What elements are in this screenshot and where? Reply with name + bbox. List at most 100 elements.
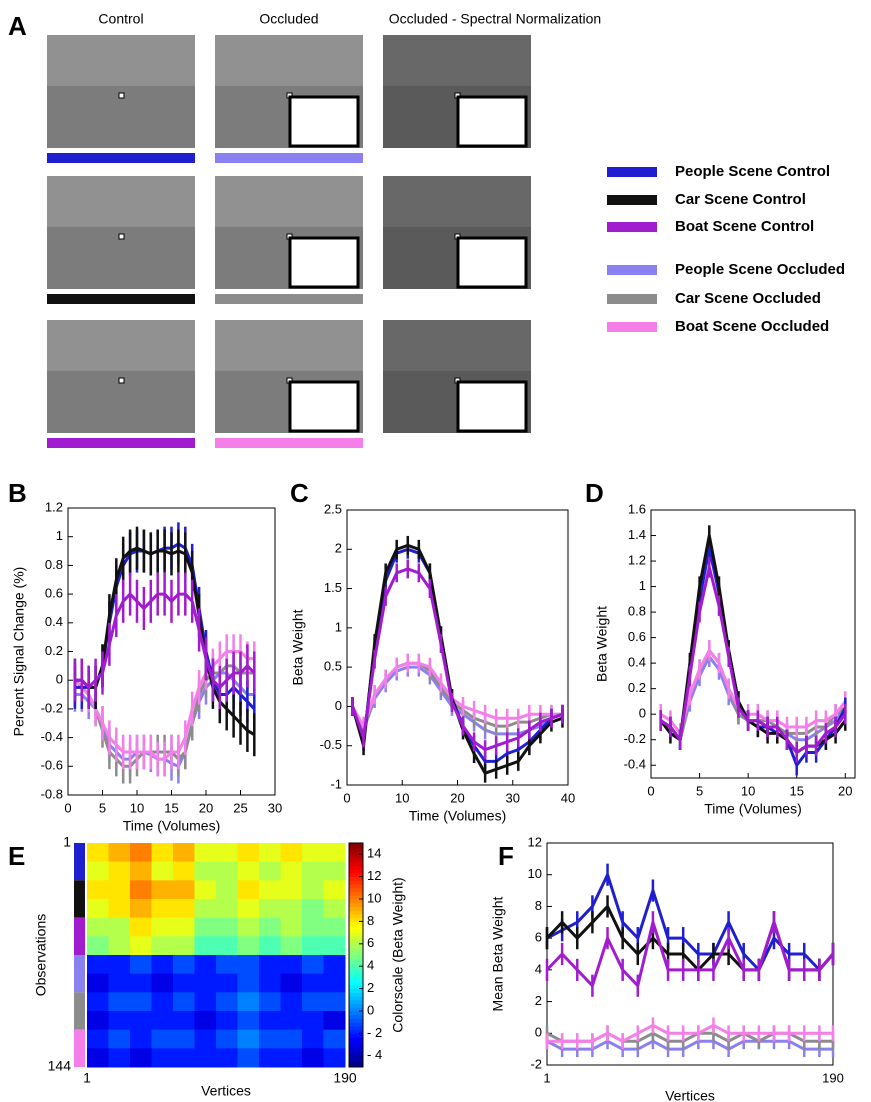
y-axis-label: Observations <box>33 914 49 996</box>
heat-cell <box>302 1011 324 1031</box>
heat-cell <box>323 861 346 881</box>
y-tick-label: 0.4 <box>45 614 63 629</box>
y-tick-label: 0.6 <box>45 586 63 601</box>
heat-cell <box>237 880 260 900</box>
heat-cell <box>151 936 174 956</box>
y-tick-label: 10 <box>528 866 542 881</box>
legend-swatch <box>607 195 657 205</box>
series-line <box>546 1039 833 1051</box>
colorbar-strip <box>349 969 363 975</box>
heat-cell <box>130 917 152 937</box>
heat-cell <box>216 992 238 1012</box>
legend-label: People Scene Control <box>675 163 830 180</box>
legend-label: People Scene Occluded <box>675 261 845 278</box>
x-tick-label: 5 <box>696 783 703 798</box>
y-tick-label: -0.8 <box>41 786 63 801</box>
y-tick-label: 8 <box>535 898 542 913</box>
heat-cell <box>259 936 281 956</box>
heat-cell <box>173 1011 195 1031</box>
heat-cell <box>259 880 281 900</box>
panel-letter: C <box>290 478 309 508</box>
y-tick-label: -0.4 <box>624 757 646 772</box>
x-axis-label: Time (Volumes) <box>123 818 221 834</box>
heat-cell <box>302 1029 324 1049</box>
fixation-dot <box>118 233 125 240</box>
scene-image-sky <box>47 320 195 371</box>
colorbar-strip <box>349 928 363 934</box>
x-tick-label: 30 <box>506 790 520 805</box>
colorbar-strip <box>349 996 363 1001</box>
heat-cell <box>216 936 238 956</box>
heat-cell <box>108 936 131 956</box>
x-axis-label: Vertices <box>665 1088 715 1102</box>
colorbar-strip <box>349 936 363 941</box>
heat-cell <box>87 1029 109 1049</box>
heat-cell <box>280 861 303 881</box>
heat-cell <box>108 1048 131 1068</box>
heat-cell <box>151 917 174 937</box>
y-tick-label: 1 <box>639 578 646 593</box>
colorbar-strip <box>349 981 363 986</box>
colorbar-strip <box>349 854 363 859</box>
colorbar-strip <box>349 966 363 971</box>
y-tick-label: -0.2 <box>624 731 646 746</box>
heat-cell <box>302 992 324 1012</box>
heat-cell <box>280 1011 303 1031</box>
series-line <box>73 650 255 761</box>
series-line <box>546 873 835 972</box>
heat-cell <box>237 1029 260 1049</box>
plot-frame <box>650 509 856 779</box>
scene-image-sky <box>383 320 531 371</box>
heat-cell <box>130 992 152 1012</box>
heat-cell <box>173 899 195 919</box>
colorbar-strip <box>349 1048 363 1053</box>
heat-cell <box>87 861 109 881</box>
legend-swatch <box>607 222 657 232</box>
heat-cell <box>259 843 281 863</box>
legend-swatch <box>607 265 657 275</box>
y-tick-label: -0.4 <box>41 729 63 744</box>
x-tick-label: 0 <box>64 800 71 815</box>
panel-letter: B <box>8 478 27 508</box>
column-title: Occluded - Spectral Normalization <box>389 11 601 27</box>
colorbar-tick-label: 12 <box>367 868 381 883</box>
colorbar-strip <box>349 992 363 997</box>
occluder <box>288 95 360 148</box>
x-tick-label: 10 <box>130 800 144 815</box>
y-tick-label: 2 <box>335 541 342 556</box>
heat-cell <box>280 1048 303 1068</box>
row-group <box>74 992 85 1030</box>
heat-cell <box>87 992 109 1012</box>
heat-cell <box>151 899 174 919</box>
y-tick-label: 0.4 <box>628 655 646 670</box>
heat-cell <box>130 936 152 956</box>
panel-letter: E <box>8 841 25 871</box>
heat-cell <box>194 843 217 863</box>
heat-cell <box>194 861 217 881</box>
x-tick-label: 30 <box>268 800 282 815</box>
heat-cell <box>302 1048 324 1068</box>
heat-cell <box>173 973 195 993</box>
series-line <box>351 567 563 752</box>
colorbar-strip <box>349 1014 363 1019</box>
x-tick-label: 0 <box>647 783 654 798</box>
colorbar-strip <box>349 1018 363 1023</box>
heat-cell <box>151 955 174 975</box>
heat-cell <box>108 917 131 937</box>
heat-cell <box>87 1048 109 1068</box>
heat-cell <box>323 992 346 1012</box>
heat-cell <box>87 917 109 937</box>
fixation-dot <box>118 92 125 99</box>
colorbar-strip <box>349 1037 363 1042</box>
heat-cell <box>280 936 303 956</box>
heat-cell <box>237 936 260 956</box>
occluder <box>456 236 528 289</box>
heat-cell <box>108 861 131 881</box>
heat-cell <box>280 992 303 1012</box>
heat-cell <box>280 917 303 937</box>
heat-cell <box>194 973 217 993</box>
colorbar-strip <box>349 1025 363 1031</box>
colorbar-tick-label: 10 <box>367 890 381 905</box>
heat-cell <box>323 1029 346 1049</box>
